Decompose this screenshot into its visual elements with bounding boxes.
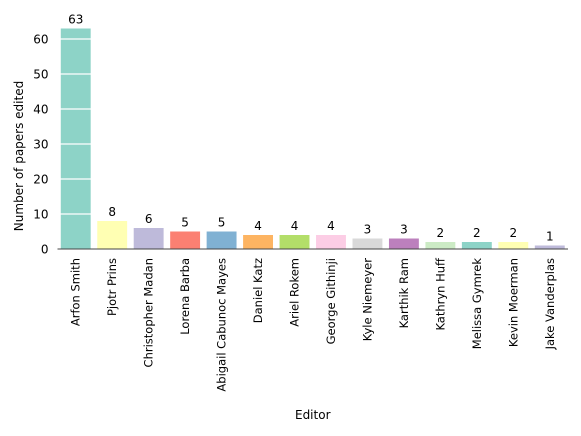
bar-4	[206, 231, 237, 249]
bar-5	[243, 235, 273, 249]
bar-value-label: 4	[327, 219, 335, 233]
bar-value-label: 3	[400, 223, 408, 237]
y-tick-label: 10	[33, 208, 48, 222]
x-tick-label: Melissa Gymrek	[470, 258, 484, 350]
x-tick-label: Lorena Barba	[178, 258, 192, 335]
x-tick-label: Pjotr Prins	[105, 258, 119, 316]
bar-9	[388, 238, 419, 249]
bar-value-label: 2	[437, 226, 445, 240]
bar-value-label: 4	[291, 219, 299, 233]
x-tick-label: Daniel Katz	[251, 258, 265, 323]
x-tick-label: George Githinji	[324, 258, 338, 344]
x-tick-label: Abigail Cabunoc Mayes	[215, 258, 229, 392]
bar-11	[461, 242, 492, 249]
bar-value-label: 1	[546, 230, 554, 244]
x-tick-label: Ariel Rokem	[288, 258, 302, 327]
bar-value-label: 5	[218, 216, 226, 230]
y-tick-label: 40	[33, 103, 48, 117]
y-tick-label: 0	[41, 243, 49, 257]
bar-value-label: 5	[181, 216, 189, 230]
y-axis-title: Number of papers edited	[12, 81, 26, 231]
x-axis-ticks: Arfon Smith Pjotr Prins Christopher Madan L…	[69, 257, 557, 392]
bar-value-label: 2	[509, 226, 517, 240]
bar-13	[534, 245, 565, 249]
bar-10	[425, 242, 456, 249]
bar-0	[60, 28, 91, 249]
y-tick-label: 60	[33, 33, 48, 47]
x-tick-label: Kyle Niemeyer	[360, 258, 374, 341]
bar-value-label: 63	[68, 13, 83, 27]
x-tick-label: Kathryn Huff	[433, 257, 447, 331]
x-tick-label: Jake Vanderplas	[543, 258, 557, 350]
bar-value-label: 6	[145, 212, 153, 226]
bar-12	[498, 242, 529, 249]
y-axis-ticks: 0 10 20 30 40 50 60	[33, 33, 48, 257]
bar-1	[97, 221, 128, 249]
bar-3	[170, 231, 201, 249]
x-tick-label: Christopher Madan	[142, 258, 156, 367]
bar-value-label: 4	[254, 219, 262, 233]
x-tick-label: Arfon Smith	[69, 258, 83, 326]
bar-2	[133, 228, 164, 249]
bar-value-label: 8	[108, 205, 116, 219]
x-tick-label: Kevin Moerman	[506, 258, 520, 347]
x-tick-label: Karthik Ram	[397, 258, 411, 328]
y-tick-label: 20	[33, 173, 48, 187]
bars-group	[60, 28, 565, 249]
y-tick-label: 30	[33, 138, 48, 152]
y-tick-label: 50	[33, 68, 48, 82]
bar-6	[279, 235, 310, 249]
data-labels-group: 63 8 6 5 5 4 4 4 3 3 2 2 2 1	[68, 13, 554, 244]
bar-8	[352, 238, 383, 249]
bar-value-label: 2	[473, 226, 481, 240]
gridlines-group	[57, 38, 568, 215]
bar-value-label: 3	[364, 223, 372, 237]
x-axis-title: Editor	[295, 408, 331, 422]
bar-7	[316, 235, 346, 249]
